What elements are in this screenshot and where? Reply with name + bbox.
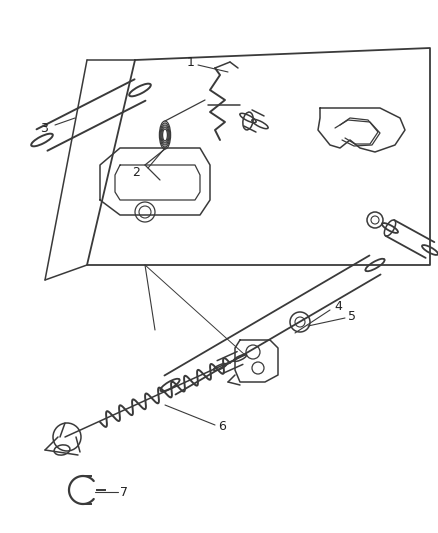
Text: 5: 5 — [347, 310, 355, 322]
Text: 1: 1 — [187, 55, 194, 69]
Text: 2: 2 — [132, 166, 140, 179]
Text: 7: 7 — [120, 486, 128, 498]
Text: 3: 3 — [40, 122, 48, 134]
Text: 6: 6 — [218, 421, 226, 433]
Text: 4: 4 — [333, 301, 341, 313]
